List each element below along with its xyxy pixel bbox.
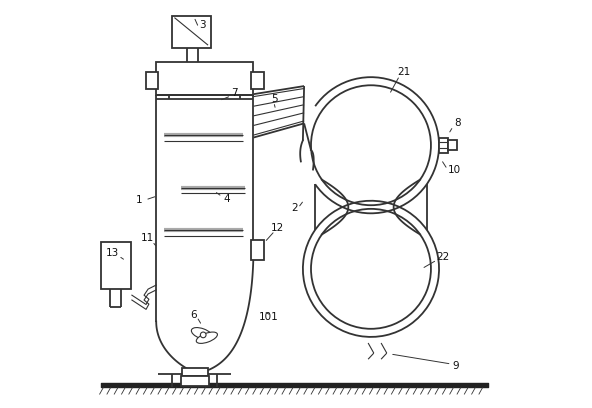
Bar [172, 16, 211, 48]
Bar [181, 376, 209, 386]
Bar [252, 72, 263, 89]
Text: 8: 8 [454, 118, 461, 128]
Ellipse shape [197, 332, 217, 344]
Ellipse shape [191, 328, 213, 340]
Bar [252, 240, 265, 260]
Text: 4: 4 [224, 194, 230, 204]
Text: 5: 5 [272, 94, 278, 104]
Bar [156, 62, 253, 95]
Text: 12: 12 [271, 223, 284, 233]
Text: 101: 101 [259, 313, 278, 322]
Text: 11: 11 [141, 233, 155, 244]
Circle shape [200, 332, 206, 338]
Text: 22: 22 [436, 252, 449, 262]
Text: 13: 13 [106, 248, 120, 257]
Bar [182, 368, 208, 376]
Text: 9: 9 [453, 361, 459, 371]
Text: 10: 10 [448, 164, 461, 175]
Text: 21: 21 [397, 67, 410, 77]
Bar [101, 242, 131, 289]
Text: 2: 2 [291, 203, 298, 213]
Bar [146, 72, 158, 89]
Text: 1: 1 [136, 195, 142, 205]
Bar [448, 140, 457, 150]
Text: 3: 3 [199, 20, 205, 30]
Bar [439, 138, 448, 153]
Text: 6: 6 [191, 310, 197, 319]
Text: 7: 7 [231, 88, 238, 98]
